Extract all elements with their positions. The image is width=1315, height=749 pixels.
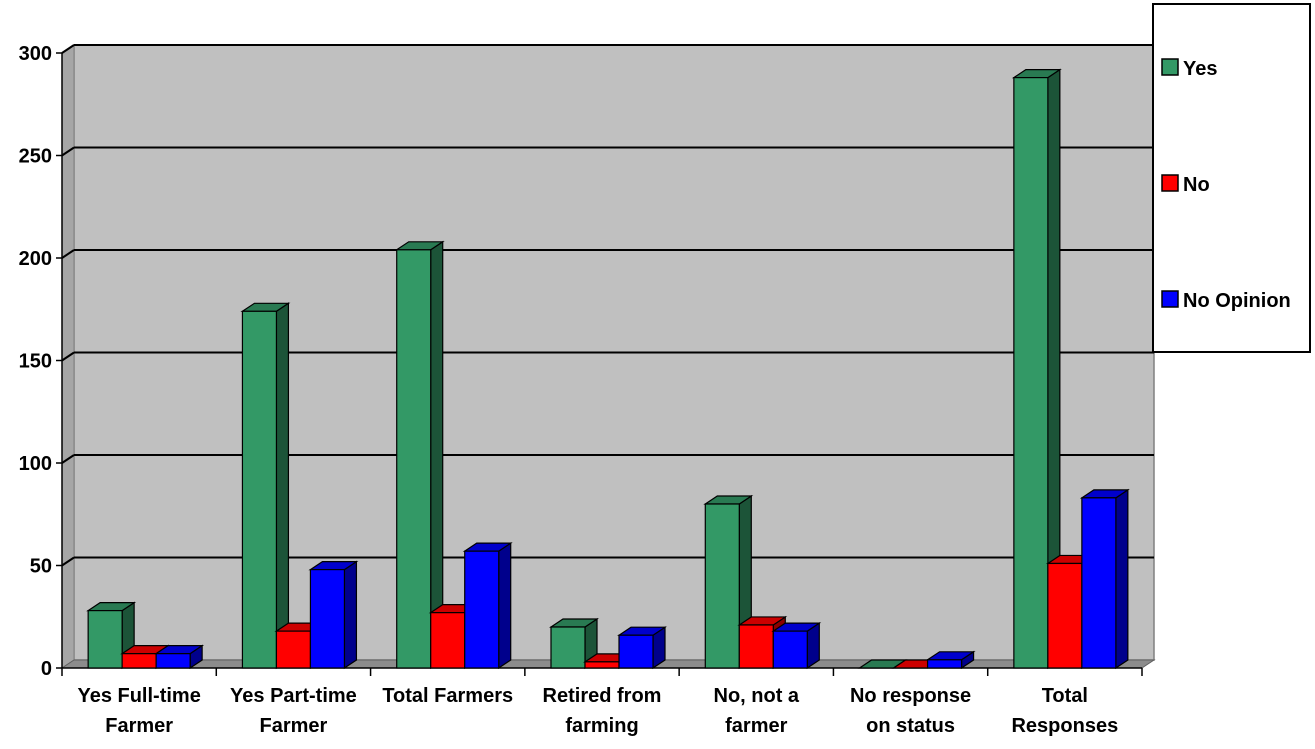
bar-front — [155, 653, 191, 669]
bar-front — [275, 630, 312, 669]
y-tick-label: 150 — [19, 351, 52, 373]
gridline-side — [61, 249, 75, 259]
x-category-label-line: Retired from — [543, 685, 662, 707]
y-tick-label: 50 — [30, 556, 52, 578]
bar-front — [1081, 497, 1117, 669]
bar — [394, 240, 445, 670]
y-tick-label: 0 — [41, 658, 52, 680]
legend-swatch — [1161, 58, 1179, 76]
x-category-label: Total Farmers — [382, 685, 513, 707]
bar-front — [87, 609, 123, 669]
legend-label: Yes — [1183, 58, 1217, 80]
bar-front — [121, 653, 157, 669]
x-category-label-line: on status — [866, 715, 955, 737]
bar — [154, 644, 205, 670]
bar-side — [275, 302, 290, 670]
bar — [549, 617, 599, 670]
legend-swatch — [1161, 290, 1179, 308]
bar-side — [498, 542, 512, 670]
x-category-label-line: Yes Full-time — [77, 685, 200, 707]
bar-side — [1115, 488, 1129, 670]
bar-front — [618, 634, 654, 669]
bar-front — [1047, 562, 1083, 669]
y-tick-label: 250 — [19, 146, 52, 168]
bar-front — [396, 249, 432, 669]
bar — [771, 621, 822, 670]
legend-swatch — [1161, 174, 1179, 192]
gridline-side — [61, 454, 75, 464]
x-category-label: No, not a farmer — [714, 685, 800, 737]
bar — [308, 560, 359, 670]
legend-label: No — [1183, 174, 1210, 196]
bar — [1079, 488, 1130, 670]
x-category-label-line: Total — [1042, 685, 1088, 707]
x-category-label-line: Responses — [1011, 715, 1118, 737]
x-category-label-line: Total Farmers — [382, 685, 513, 707]
gridline-side — [61, 44, 75, 54]
x-category-label-line: No, not a — [714, 685, 800, 707]
legend-entry: Yes — [1161, 58, 1217, 80]
x-category-label-line: Yes Part-time — [230, 685, 357, 707]
bar — [240, 302, 291, 670]
bar-front — [704, 503, 740, 669]
bar-front — [430, 612, 466, 669]
gridline-side — [61, 351, 75, 362]
bars — [86, 68, 1130, 670]
x-category-label-line: No response — [850, 685, 971, 707]
legend-label: No Opinion — [1183, 290, 1291, 312]
x-category-label: Total Responses — [1011, 685, 1118, 737]
plot-area — [60, 44, 1156, 669]
bar-front — [1013, 76, 1049, 669]
x-category-label: Retired from farming — [543, 685, 662, 737]
y-tick-label: 100 — [19, 453, 52, 475]
bar-front — [772, 630, 808, 669]
bar — [1011, 68, 1062, 670]
legend: Yes No No Opinion — [1152, 3, 1311, 353]
gridline-side — [61, 146, 75, 157]
legend-entry: No Opinion — [1161, 290, 1291, 312]
bar-side — [430, 240, 444, 670]
bar-front — [584, 661, 620, 669]
y-tick-label: 300 — [19, 43, 52, 65]
bar-front — [926, 659, 963, 669]
bar-front — [738, 624, 774, 669]
bar — [462, 542, 513, 670]
bar — [617, 626, 667, 670]
legend-box — [1152, 3, 1311, 353]
x-category-label-line: farmer — [725, 715, 787, 737]
x-category-label-line: Farmer — [105, 715, 173, 737]
y-tick-label: 200 — [19, 248, 52, 270]
x-category-label-line: farming — [565, 715, 638, 737]
x-category-label: Yes Full-time Farmer — [77, 685, 200, 737]
y-axis-tick-labels: 0 50 100 150 200 250 300 — [19, 43, 52, 680]
bar-front — [241, 310, 278, 669]
legend-entry: No — [1161, 174, 1210, 196]
bar-front — [550, 626, 586, 669]
bar-front — [309, 568, 346, 669]
x-category-label: Yes Part-time Farmer — [230, 685, 357, 737]
x-category-label: No response on status — [850, 685, 971, 737]
gridline-side — [61, 556, 75, 567]
bar — [925, 650, 976, 670]
x-axis-category-labels: Yes Full-time Farmer Yes Part-time Farmer To… — [77, 685, 1118, 737]
bar-side — [343, 560, 358, 670]
bar-front — [464, 550, 500, 669]
x-category-label-line: Farmer — [260, 715, 328, 737]
